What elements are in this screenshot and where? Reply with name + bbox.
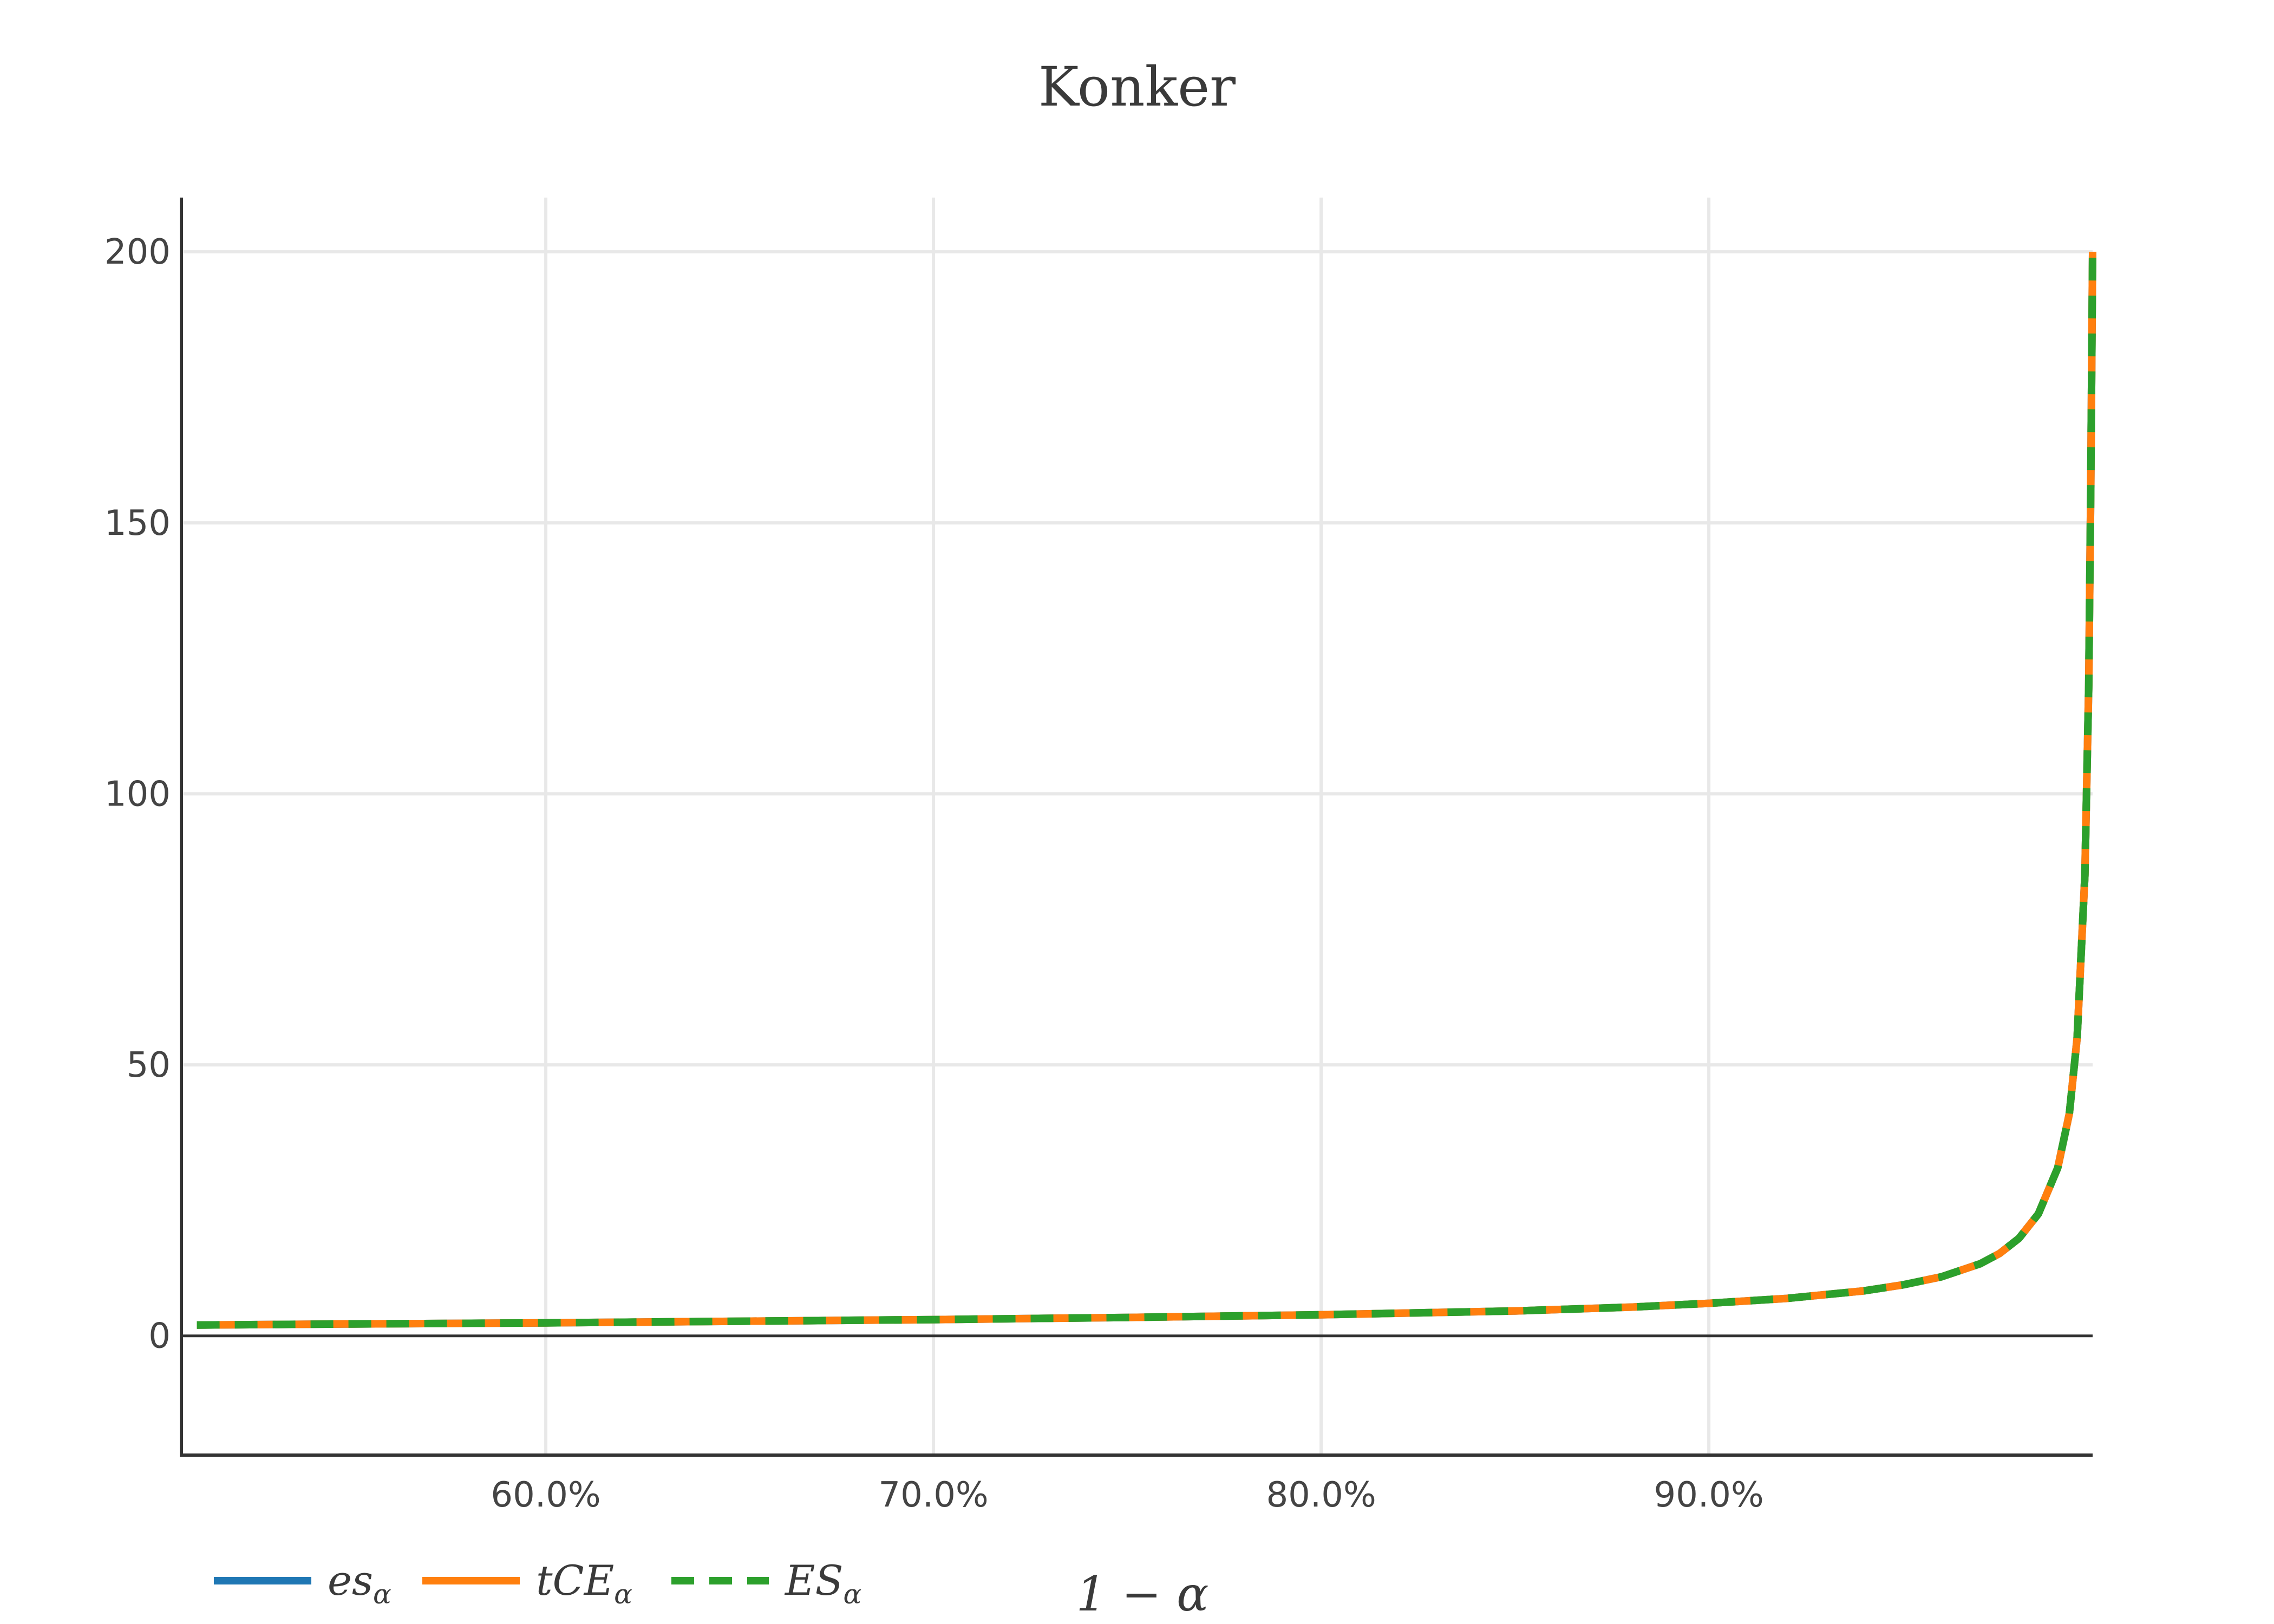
x-tick-label: 60.0% bbox=[491, 1475, 600, 1515]
legend-item-es[interactable]: ESα bbox=[671, 1556, 861, 1610]
legend-label: tCEα bbox=[536, 1556, 632, 1610]
axis-lines bbox=[180, 198, 2093, 1457]
y-tick-label: 100 bbox=[104, 774, 171, 814]
x-tick-label: 70.0% bbox=[878, 1475, 988, 1515]
series-line-es bbox=[197, 252, 2096, 1329]
y-tick-label: 50 bbox=[127, 1045, 171, 1085]
legend-label: esα bbox=[328, 1556, 391, 1610]
tick-labels: 60.0% 70.0% 80.0% 90.0% 0 50 100 150 200 bbox=[104, 232, 1764, 1515]
series-line-es bbox=[197, 252, 2096, 1329]
legend-item-tce[interactable]: tCEα bbox=[422, 1556, 632, 1610]
series-line-tce bbox=[197, 252, 2096, 1329]
y-tick-label: 200 bbox=[104, 232, 171, 272]
y-tick-label: 150 bbox=[104, 503, 171, 543]
x-tick-label: 90.0% bbox=[1654, 1475, 1763, 1515]
x-tick-label: 80.0% bbox=[1266, 1475, 1376, 1515]
grid bbox=[181, 198, 2093, 1455]
y-tick-label: 0 bbox=[148, 1317, 171, 1357]
series-lines bbox=[197, 252, 2096, 1329]
legend-label: ESα bbox=[784, 1556, 861, 1610]
legend-item-es[interactable]: esα bbox=[214, 1556, 391, 1610]
legend[interactable]: esα tCEα ESα bbox=[214, 1556, 861, 1610]
x-axis-title: 1 − α bbox=[1076, 1566, 1208, 1622]
chart-title: Konker bbox=[1038, 55, 1236, 119]
